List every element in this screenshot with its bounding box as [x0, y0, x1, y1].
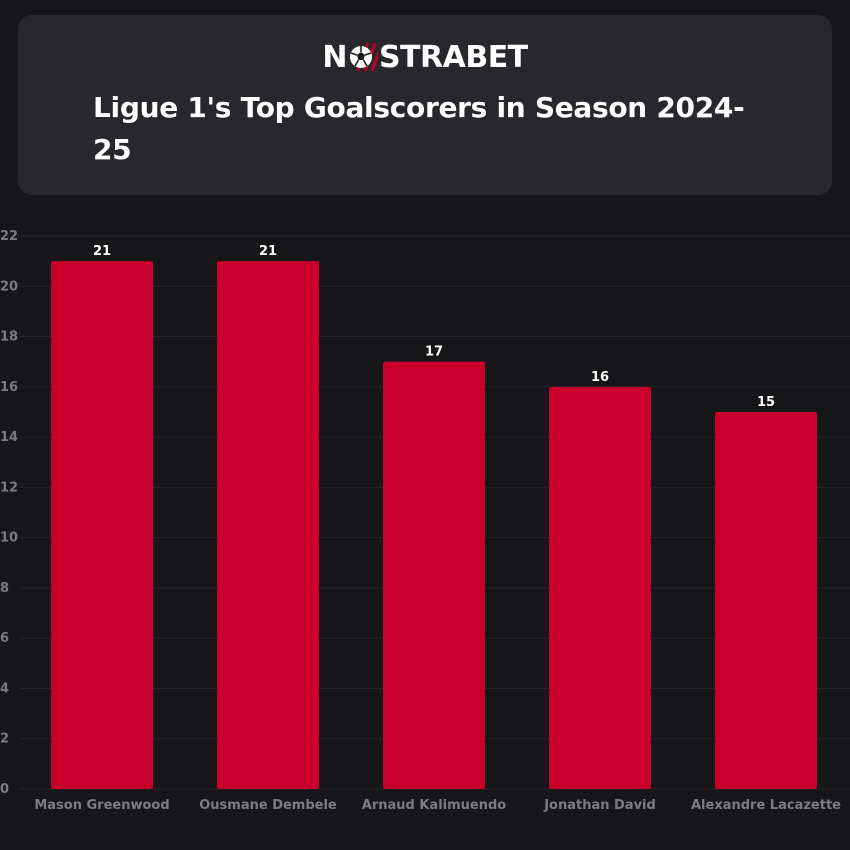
y-tick-label: 18 — [0, 330, 18, 345]
bar — [715, 411, 817, 789]
data-labels: 21 21 17 16 15 — [93, 244, 775, 410]
y-tick-label: 12 — [0, 480, 18, 495]
bar — [549, 386, 651, 789]
x-axis-labels: Mason Greenwood Ousmane Dembele Arnaud Kal… — [34, 798, 841, 813]
y-tick-label: 8 — [0, 581, 9, 596]
logo-text-end: STRABET — [378, 39, 528, 75]
y-tick-label: 20 — [0, 279, 18, 294]
x-category-label: Mason Greenwood — [34, 798, 169, 813]
y-tick-label: 10 — [0, 531, 18, 546]
bar — [217, 261, 319, 789]
bar-value-label: 21 — [93, 244, 111, 259]
bar-value-label: 16 — [591, 370, 609, 385]
y-tick-label: 14 — [0, 430, 18, 445]
x-category-label: Arnaud Kalimuendo — [362, 798, 507, 813]
brand-logo: N STRABET — [18, 37, 832, 77]
logo-text-start: N — [322, 39, 347, 75]
header-card: N STRABET Ligue 1's Top Goalscorers in S… — [18, 15, 832, 195]
bar-value-label: 17 — [425, 345, 443, 360]
x-category-label: Alexandre Lacazette — [691, 798, 841, 813]
bar-value-label: 21 — [259, 244, 277, 259]
bars — [51, 261, 817, 789]
bar — [51, 261, 153, 789]
y-tick-label: 4 — [0, 681, 9, 696]
page-title: Ligue 1's Top Goalscorers in Season 2024… — [93, 91, 745, 166]
bar-value-label: 15 — [757, 395, 775, 410]
x-category-label: Jonathan David — [543, 798, 656, 813]
y-tick-label: 0 — [0, 782, 9, 797]
y-tick-label: 6 — [0, 631, 9, 646]
y-axis-ticks: 0 2 4 6 8 10 12 14 16 18 20 22 — [0, 229, 18, 797]
x-category-label: Ousmane Dembele — [199, 798, 337, 813]
y-tick-label: 22 — [0, 229, 18, 244]
y-tick-label: 2 — [0, 732, 9, 747]
soccer-ball-icon — [348, 42, 384, 72]
y-tick-label: 16 — [0, 380, 18, 395]
bar — [383, 361, 485, 789]
